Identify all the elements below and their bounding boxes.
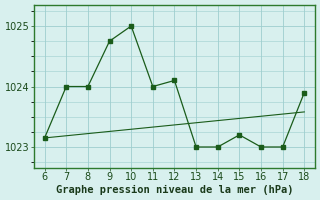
X-axis label: Graphe pression niveau de la mer (hPa): Graphe pression niveau de la mer (hPa): [56, 185, 293, 195]
